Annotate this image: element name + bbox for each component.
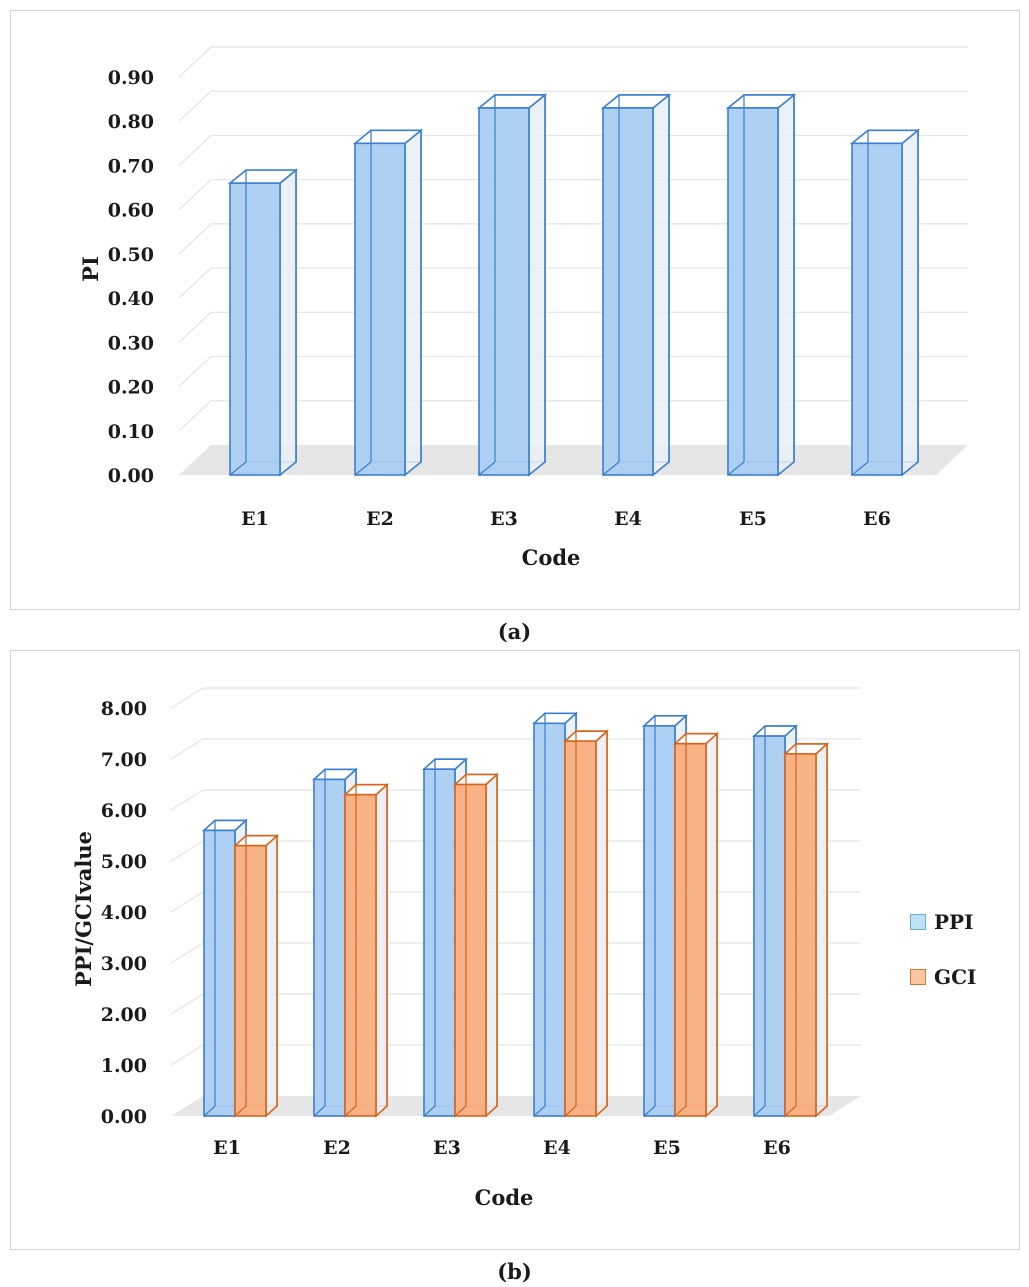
y-tick-label: 0.80 — [108, 111, 154, 133]
y-tick-label: 0.10 — [108, 421, 154, 443]
bar-pi-e2 — [352, 128, 424, 477]
y-tick-label: 0.40 — [108, 288, 154, 310]
bar-pi-e3 — [476, 93, 548, 477]
chart-panel-b: 0.00 1.00 2.00 3.00 4.00 5.00 6.00 7.00 8.00 E1 E2… — [10, 650, 1020, 1250]
gridline-diag — [178, 223, 212, 255]
legend-label-ppi: PPI — [934, 910, 974, 934]
bar-gci-e3 — [452, 772, 500, 1118]
bar-gci-e2 — [342, 782, 390, 1118]
y-tick-label: 0.60 — [108, 200, 154, 222]
gridline-diag — [178, 135, 212, 166]
y-tick-label: 1.00 — [101, 1055, 147, 1077]
x-axis-title: Code — [522, 545, 581, 570]
y-tick-label: 0.00 — [108, 465, 154, 487]
y-tick-label: 2.00 — [101, 1004, 147, 1026]
pi-chart: 0.00 0.10 0.20 0.30 0.40 0.50 0.60 0.70 0.80 0.90… — [78, 46, 968, 570]
gridline-diag — [178, 356, 212, 387]
gridline-diag — [170, 993, 204, 1015]
x-tick-label: E4 — [543, 1137, 571, 1159]
x-tick-label: E3 — [433, 1137, 461, 1159]
gridline-diag — [178, 179, 212, 211]
gridline-diag — [178, 46, 212, 78]
x-tick-label: E4 — [614, 508, 642, 530]
bar-pi-e6 — [849, 128, 921, 477]
y-tick-label: 0.70 — [108, 155, 154, 177]
bar-gci-e5 — [672, 731, 720, 1118]
legend-swatch-gci — [910, 969, 926, 985]
gridline-diag — [178, 311, 212, 343]
ppi-gci-chart: 0.00 1.00 2.00 3.00 4.00 5.00 6.00 7.00 8.00 E1 E2… — [71, 687, 861, 1210]
gridline-diag — [170, 942, 204, 964]
bar-pi-e4 — [600, 93, 672, 477]
gridline-diag — [178, 90, 212, 122]
gridline-diag — [170, 891, 204, 913]
y-axis-title: PI — [78, 256, 103, 282]
x-tick-label: E5 — [653, 1137, 681, 1159]
x-tick-label: E2 — [366, 508, 394, 530]
y-tick-label: 8.00 — [101, 698, 147, 720]
y-tick-label: 3.00 — [101, 953, 147, 975]
legend-label-gci: GCI — [934, 965, 977, 989]
bar-pi-e5 — [725, 93, 797, 477]
caption-b: (b) — [497, 1259, 532, 1284]
y-tick-label: 7.00 — [101, 749, 147, 771]
x-tick-label: E2 — [323, 1137, 351, 1159]
x-tick-label: E1 — [213, 1137, 241, 1159]
gridline-diag — [170, 1044, 204, 1066]
bar-ppi-e2 — [311, 767, 359, 1118]
y-tick-label: 6.00 — [101, 800, 147, 822]
gridline-diag — [178, 267, 212, 299]
caption-a: (a) — [497, 619, 532, 644]
chart-floor — [179, 445, 968, 475]
gridline-diag — [170, 840, 204, 862]
gridline-diag — [170, 789, 204, 811]
y-axis-title: PPI/GCIvalue — [71, 831, 96, 987]
legend-item-ppi: PPI — [910, 910, 973, 934]
bar-gci-e1 — [232, 833, 280, 1118]
bar-gci-e6 — [782, 742, 830, 1118]
y-tick-label: 0.30 — [108, 332, 154, 354]
bar-pi-e1 — [227, 168, 299, 477]
y-tick-label: 0.00 — [101, 1106, 147, 1128]
x-tick-label: E5 — [739, 508, 767, 530]
y-tick-label: 0.50 — [108, 244, 154, 266]
y-tick-label: 0.20 — [108, 377, 154, 399]
legend-item-gci: GCI — [910, 965, 976, 989]
y-tick-label: 0.90 — [108, 67, 154, 89]
bar-gci-e4 — [562, 729, 610, 1118]
x-tick-label: E6 — [863, 508, 891, 530]
y-tick-label: 5.00 — [101, 851, 147, 873]
legend-swatch-ppi — [910, 914, 926, 930]
x-tick-label: E6 — [763, 1137, 791, 1159]
gridline-diag — [170, 738, 204, 760]
y-tick-label: 4.00 — [101, 902, 147, 924]
gridline-diag — [178, 400, 212, 432]
chart-panel-a: 0.00 0.10 0.20 0.30 0.40 0.50 0.60 0.70 0.80 0.90… — [10, 10, 1020, 610]
gridline-diag — [170, 687, 204, 709]
x-tick-label: E1 — [241, 508, 269, 530]
x-axis-title: Code — [475, 1185, 534, 1210]
x-tick-label: E3 — [490, 508, 518, 530]
